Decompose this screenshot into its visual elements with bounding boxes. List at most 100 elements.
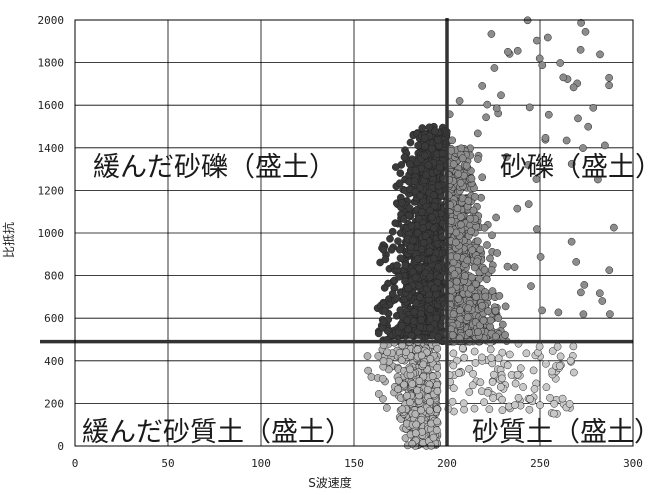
scatter-point: [465, 328, 473, 337]
scatter-point: [471, 192, 479, 201]
scatter-point: [415, 377, 424, 385]
plot-frame: [74, 19, 634, 447]
scatter-point: [396, 254, 405, 263]
scatter-point: [401, 277, 409, 286]
scatter-point: [522, 349, 531, 358]
scatter-point: [417, 351, 426, 360]
scatter-point: [429, 224, 438, 233]
scatter-point: [486, 345, 495, 354]
scatter-point: [410, 308, 419, 316]
scatter-point: [550, 409, 558, 418]
scatter-point: [473, 257, 482, 266]
scatter-point: [395, 272, 403, 281]
scatter-point: [567, 237, 576, 246]
scatter-point: [577, 19, 585, 27]
scatter-point: [524, 161, 532, 169]
scatter-point: [415, 293, 424, 302]
scatter-point: [421, 151, 429, 160]
scatter-point: [428, 372, 437, 381]
scatter-point: [430, 284, 439, 293]
scatter-point: [425, 406, 434, 415]
scatter-point: [489, 394, 498, 402]
scatter-point: [434, 181, 443, 190]
scatter-point: [460, 353, 469, 362]
scatter-point: [434, 333, 443, 341]
scatter-point: [449, 384, 458, 393]
scatter-point: [415, 264, 424, 273]
scatter-point: [598, 297, 607, 305]
scatter-point: [468, 246, 477, 255]
scatter-point: [426, 272, 434, 281]
scatter-point: [405, 160, 414, 169]
scatter-point: [424, 161, 433, 169]
scatter-point: [472, 293, 480, 301]
scatter-point: [495, 292, 504, 300]
scatter-point: [419, 360, 428, 369]
scatter-point: [423, 385, 432, 394]
scatter-point: [394, 237, 402, 245]
scatter-point: [478, 173, 487, 182]
scatter-point: [406, 365, 414, 374]
scatter-point: [433, 344, 442, 353]
scatter-point: [469, 206, 478, 215]
scatter-point: [411, 187, 420, 196]
scatter-point: [374, 390, 383, 398]
scatter-point: [469, 369, 477, 378]
scatter-point: [400, 153, 409, 162]
scatter-point: [494, 314, 503, 322]
scatter-point: [487, 354, 496, 362]
scatter-point: [524, 200, 533, 208]
scatter-point: [519, 383, 527, 391]
scatter-point: [401, 261, 410, 270]
scatter-point: [420, 134, 429, 142]
scatter-point: [363, 352, 372, 360]
scatter-point: [429, 433, 438, 442]
scatter-point: [584, 122, 593, 131]
scatter-point: [435, 163, 444, 172]
scatter-point: [606, 310, 614, 318]
scatter-point: [392, 311, 401, 320]
scatter-point: [383, 348, 392, 357]
scatter-point: [530, 385, 539, 393]
scatter-point: [565, 400, 574, 408]
scatter-point: [453, 252, 461, 261]
scatter-point: [482, 113, 490, 122]
scatter-point: [456, 213, 465, 221]
scatter-point: [541, 133, 550, 142]
scatter-point: [510, 263, 519, 271]
scatter-point: [536, 401, 544, 409]
scatter-point: [449, 361, 458, 370]
scatter-point: [419, 239, 428, 247]
scatter-point: [408, 440, 417, 448]
scatter-point: [467, 227, 475, 236]
scatter-point: [562, 136, 571, 145]
scatter-point: [425, 123, 434, 132]
scatter-point: [382, 404, 391, 412]
scatter-point: [379, 245, 388, 254]
scatter-point: [581, 27, 590, 36]
scatter-point: [533, 225, 541, 233]
scatter-point: [410, 177, 419, 186]
scatter-point: [417, 406, 425, 415]
scatter-point: [411, 410, 420, 418]
scatter-point: [492, 104, 501, 113]
scatter-point: [416, 323, 425, 332]
scatter-point: [461, 272, 469, 280]
threshold-lines: [40, 18, 633, 446]
scatter-point: [548, 347, 557, 355]
scatter-point: [398, 199, 406, 207]
scatter-point: [432, 426, 441, 435]
scatter-point: [526, 395, 534, 403]
scatter-point: [538, 61, 547, 70]
scatter-point: [380, 284, 389, 292]
scatter-point: [448, 136, 457, 145]
scatter-point: [394, 385, 402, 393]
scatter-point: [496, 383, 505, 391]
scatter-point: [505, 350, 514, 359]
scatter-point: [457, 144, 466, 153]
scatter-point: [579, 144, 587, 152]
scatter-point: [473, 237, 482, 246]
scatter-point: [449, 310, 458, 318]
scatter-point: [414, 141, 422, 150]
scatter-point: [542, 359, 550, 368]
